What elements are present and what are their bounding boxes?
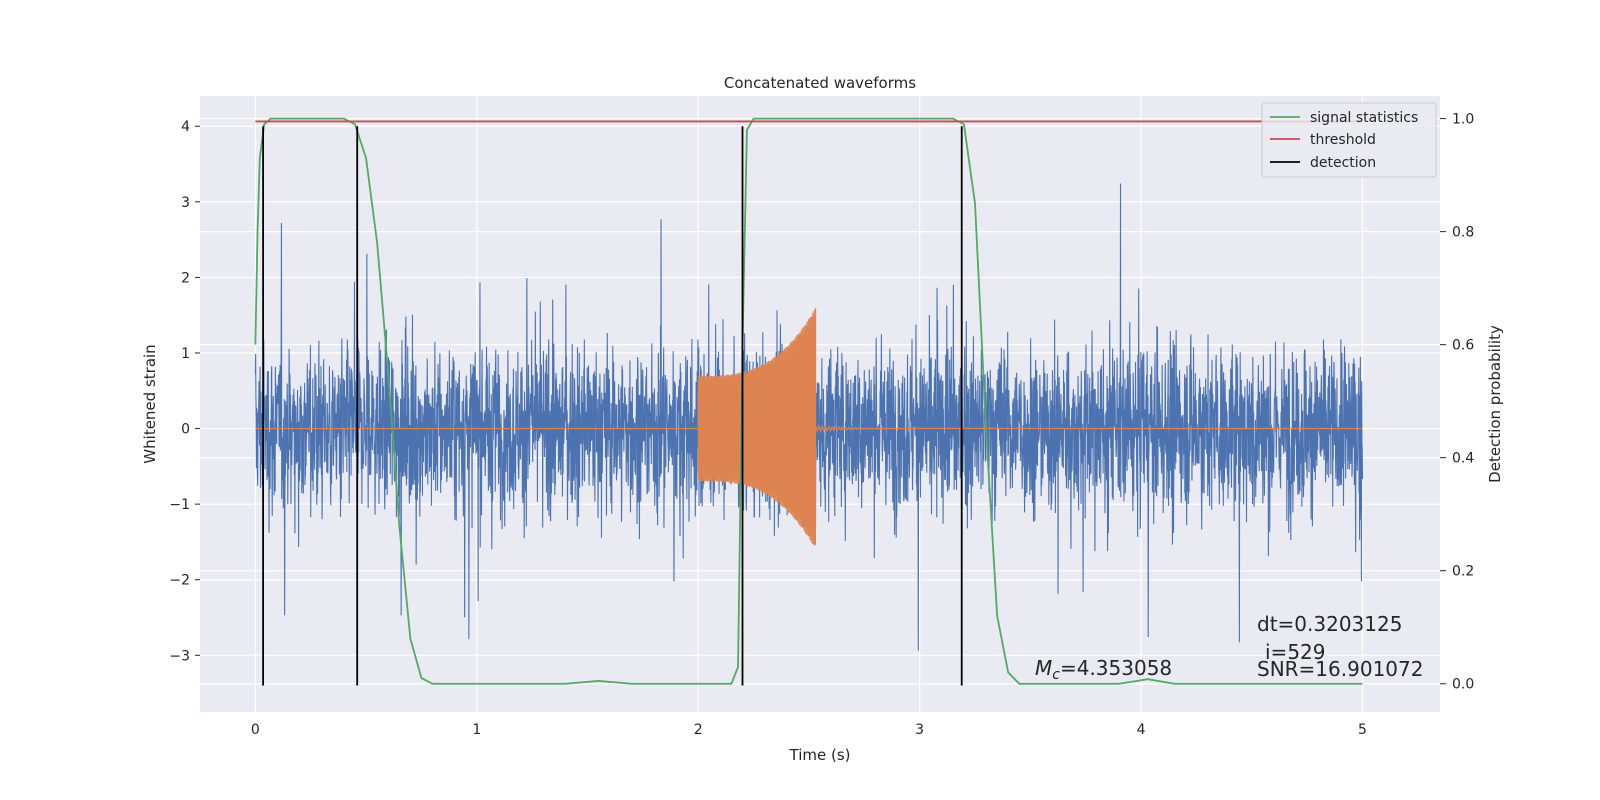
legend-box bbox=[1261, 102, 1437, 178]
axes: 0 1 2 3 4 5 −3 −2 −1 0 1 2 3 4 0.0 0.2 0.4 0.6 0.8 1.0 bbox=[169, 112, 1474, 738]
y-tick-label: −2 bbox=[169, 573, 190, 589]
traces bbox=[254, 183, 1364, 651]
annotation-snr: SNR=16.901072 bbox=[1257, 657, 1423, 681]
y-right-tick-label: 0.2 bbox=[1452, 564, 1474, 580]
template-trace bbox=[255, 308, 1363, 546]
y-tick-label: 3 bbox=[181, 195, 190, 211]
y-right-tick-label: 1.0 bbox=[1452, 112, 1474, 128]
annotation-mc: Mc=4.353058 bbox=[1035, 656, 1172, 683]
x-tick-label: 5 bbox=[1358, 722, 1367, 738]
x-axis-label: Time (s) bbox=[789, 746, 851, 764]
y-right-tick-label: 0.8 bbox=[1452, 225, 1474, 241]
chart-title: Concatenated waveforms bbox=[724, 74, 916, 92]
annotation-dt: dt=0.3203125 bbox=[1257, 612, 1402, 636]
y-right-tick-label: 0.4 bbox=[1452, 451, 1474, 467]
legend-label-detection: detection bbox=[1310, 155, 1376, 171]
lines bbox=[254, 117, 1363, 686]
legend-label-signal-statistics: signal statistics bbox=[1310, 110, 1418, 126]
y-right-tick-label: 0.6 bbox=[1452, 338, 1474, 354]
y-tick-label: 1 bbox=[181, 346, 190, 362]
y-axis-label: Whitened strain bbox=[141, 344, 159, 463]
y-axis-right-label: Detection probability bbox=[1486, 325, 1504, 483]
y-tick-label: −3 bbox=[169, 648, 190, 664]
x-tick-label: 1 bbox=[472, 722, 481, 738]
y-tick-label: 4 bbox=[181, 119, 190, 135]
y-tick-label: 0 bbox=[181, 422, 190, 438]
legend: signal statistics threshold detection bbox=[1261, 102, 1437, 178]
y-tick-label: 2 bbox=[181, 270, 190, 286]
y-right-tick-label: 0.0 bbox=[1452, 677, 1474, 693]
x-tick-label: 2 bbox=[694, 722, 703, 738]
x-tick-label: 0 bbox=[251, 722, 260, 738]
annotation-i: i=529 bbox=[1265, 640, 1326, 664]
x-tick-label: 4 bbox=[1137, 722, 1146, 738]
signal-statistics-line bbox=[254, 117, 1363, 685]
y-tick-label: −1 bbox=[169, 497, 190, 513]
legend-label-threshold: threshold bbox=[1310, 132, 1376, 148]
x-tick-label: 3 bbox=[915, 722, 924, 738]
